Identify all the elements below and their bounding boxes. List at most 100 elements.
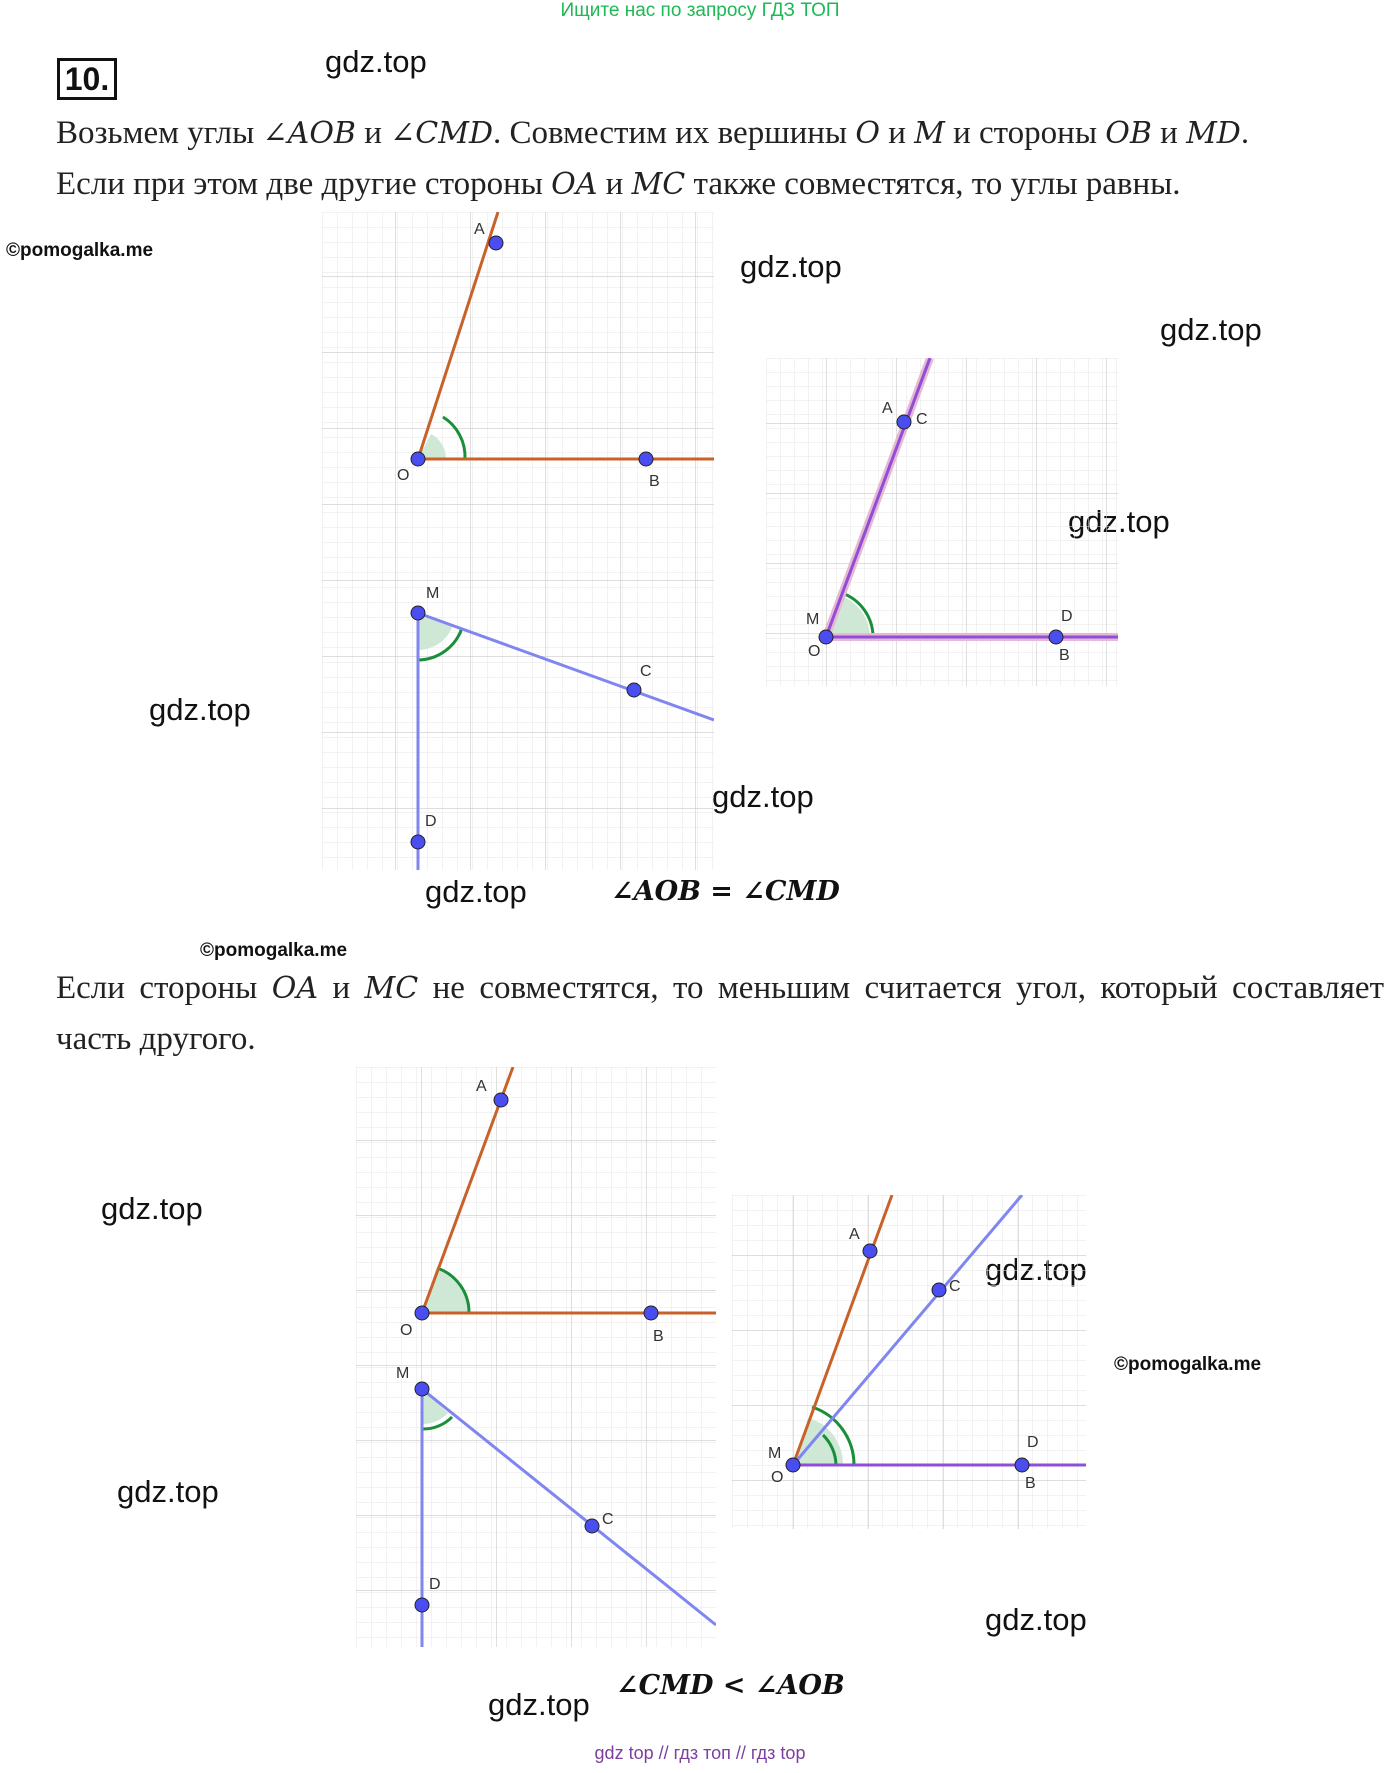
text: Если при этом две другие стороны <box>56 166 552 202</box>
ray-oa <box>791 1195 894 1466</box>
angle-arc <box>417 627 464 662</box>
math: OB <box>1105 116 1152 151</box>
watermark-gdz: gdz.top <box>117 1474 219 1509</box>
watermark-pomogalka: ©pomogalka.me <box>1114 1354 1262 1375</box>
label-b: B <box>1059 647 1070 664</box>
point-a <box>862 1243 878 1259</box>
math: ∠CMD <box>390 116 494 151</box>
watermark-gdz: gdz.top <box>488 1687 590 1722</box>
formula-less: ∠CMD < ∠AOB <box>616 1670 845 1701</box>
watermark-gdz: gdz.top <box>712 779 814 814</box>
label-b: B <box>1025 1475 1036 1492</box>
label-m: M <box>396 1365 409 1382</box>
label-o: O <box>808 643 820 660</box>
ray-mc <box>791 1195 1024 1466</box>
label-d: D <box>1027 1434 1039 1451</box>
label-c: C <box>949 1278 961 1295</box>
point-a-c <box>896 414 912 430</box>
angle-fill <box>418 434 447 459</box>
point-b-d <box>1048 629 1064 645</box>
label-m: M <box>806 611 819 628</box>
point-d <box>414 1597 430 1613</box>
figure-angle-aob-and-cmd-unequal: A O B M C D <box>356 1067 716 1647</box>
math: MC <box>364 971 419 1006</box>
watermark-gdz: gdz.top <box>325 44 427 79</box>
point-b-d <box>1014 1457 1030 1473</box>
math: ∠AOB <box>262 116 356 151</box>
label-a: A <box>474 221 485 238</box>
point-b <box>643 1305 659 1321</box>
top-banner: Ищите нас по запросу ГДЗ ТОП <box>560 0 840 21</box>
label-c: C <box>640 663 652 680</box>
label-b: B <box>649 473 660 490</box>
angle-arc <box>442 415 467 460</box>
label-o: O <box>397 467 409 484</box>
point-b <box>638 451 654 467</box>
math: O <box>855 116 880 151</box>
math: MC <box>631 167 686 202</box>
math: M <box>914 116 945 151</box>
watermark-gdz: gdz.top <box>740 249 842 284</box>
label-m: M <box>426 585 439 602</box>
point-c <box>626 682 642 698</box>
text: и <box>1151 115 1187 151</box>
text: . <box>1240 115 1250 151</box>
math: OA <box>551 167 598 202</box>
text: . Совместим их вершины <box>493 115 856 151</box>
paragraph-equal-angles: Возьмем углы ∠AOB и ∠CMD. Совместим их в… <box>56 108 1386 210</box>
point-o-m <box>785 1457 801 1473</box>
math: OA <box>271 971 319 1006</box>
angle-arc <box>841 591 875 638</box>
text: и <box>597 166 632 202</box>
label-m: M <box>768 1445 781 1462</box>
point-m <box>414 1381 430 1397</box>
watermark-gdz: gdz.top <box>149 692 251 727</box>
label-d: D <box>425 813 437 830</box>
figure-angle-aob-and-cmd: A O B M C D <box>322 212 714 870</box>
text: также совместятся, то углы равны. <box>685 166 1181 202</box>
point-c <box>584 1518 600 1534</box>
text: и <box>355 115 391 151</box>
paragraph-line: Если при этом две другие стороны OA и MC… <box>56 159 1386 210</box>
label-d: D <box>429 1576 441 1593</box>
point-a <box>488 235 504 251</box>
text: и <box>879 115 915 151</box>
angle-arc-cmd <box>821 1433 838 1466</box>
bottom-banner[interactable]: gdz top // гдз топ // гдз top <box>594 1743 806 1763</box>
point-o <box>414 1305 430 1321</box>
watermark-gdz: gdz.top <box>985 1602 1087 1637</box>
angle-fill <box>422 1389 448 1425</box>
point-d <box>410 834 426 850</box>
text: и <box>318 970 365 1006</box>
point-m <box>410 605 426 621</box>
point-c <box>931 1282 947 1298</box>
label-o: O <box>771 1469 783 1486</box>
text: Возьмем углы <box>56 115 263 151</box>
formula-equal: ∠AOB = ∠CMD <box>611 876 840 907</box>
point-o <box>410 451 426 467</box>
angle-arc <box>436 1266 471 1314</box>
math: MD <box>1186 116 1241 151</box>
text: и стороны <box>944 115 1106 151</box>
figure-overlap-unequal: A C M O D B <box>732 1195 1086 1529</box>
ray-oa-mc <box>824 358 932 638</box>
angle-arc <box>421 1415 454 1431</box>
point-a <box>493 1092 509 1108</box>
angle-fill <box>793 1430 844 1465</box>
angle-fill <box>826 596 870 637</box>
angle-arc-aob <box>811 1405 856 1466</box>
task-number: 10. <box>57 58 117 100</box>
ray-oa <box>420 1067 515 1314</box>
paragraph-line: Возьмем углы ∠AOB и ∠CMD. Совместим их в… <box>56 108 1386 159</box>
watermark-pomogalka: ©pomogalka.me <box>200 940 348 961</box>
label-a: A <box>882 400 893 417</box>
point-o-m <box>818 629 834 645</box>
watermark-gdz: gdz.top <box>425 874 527 909</box>
label-o: O <box>400 1322 412 1339</box>
text: Если стороны <box>56 970 272 1006</box>
ray-mc <box>417 611 714 722</box>
watermark-pomogalka: ©pomogalka.me <box>6 240 154 261</box>
label-c: C <box>916 411 928 428</box>
label-a: A <box>849 1226 860 1243</box>
text: не совместятся, то меньшим считается уго… <box>56 970 1384 1057</box>
